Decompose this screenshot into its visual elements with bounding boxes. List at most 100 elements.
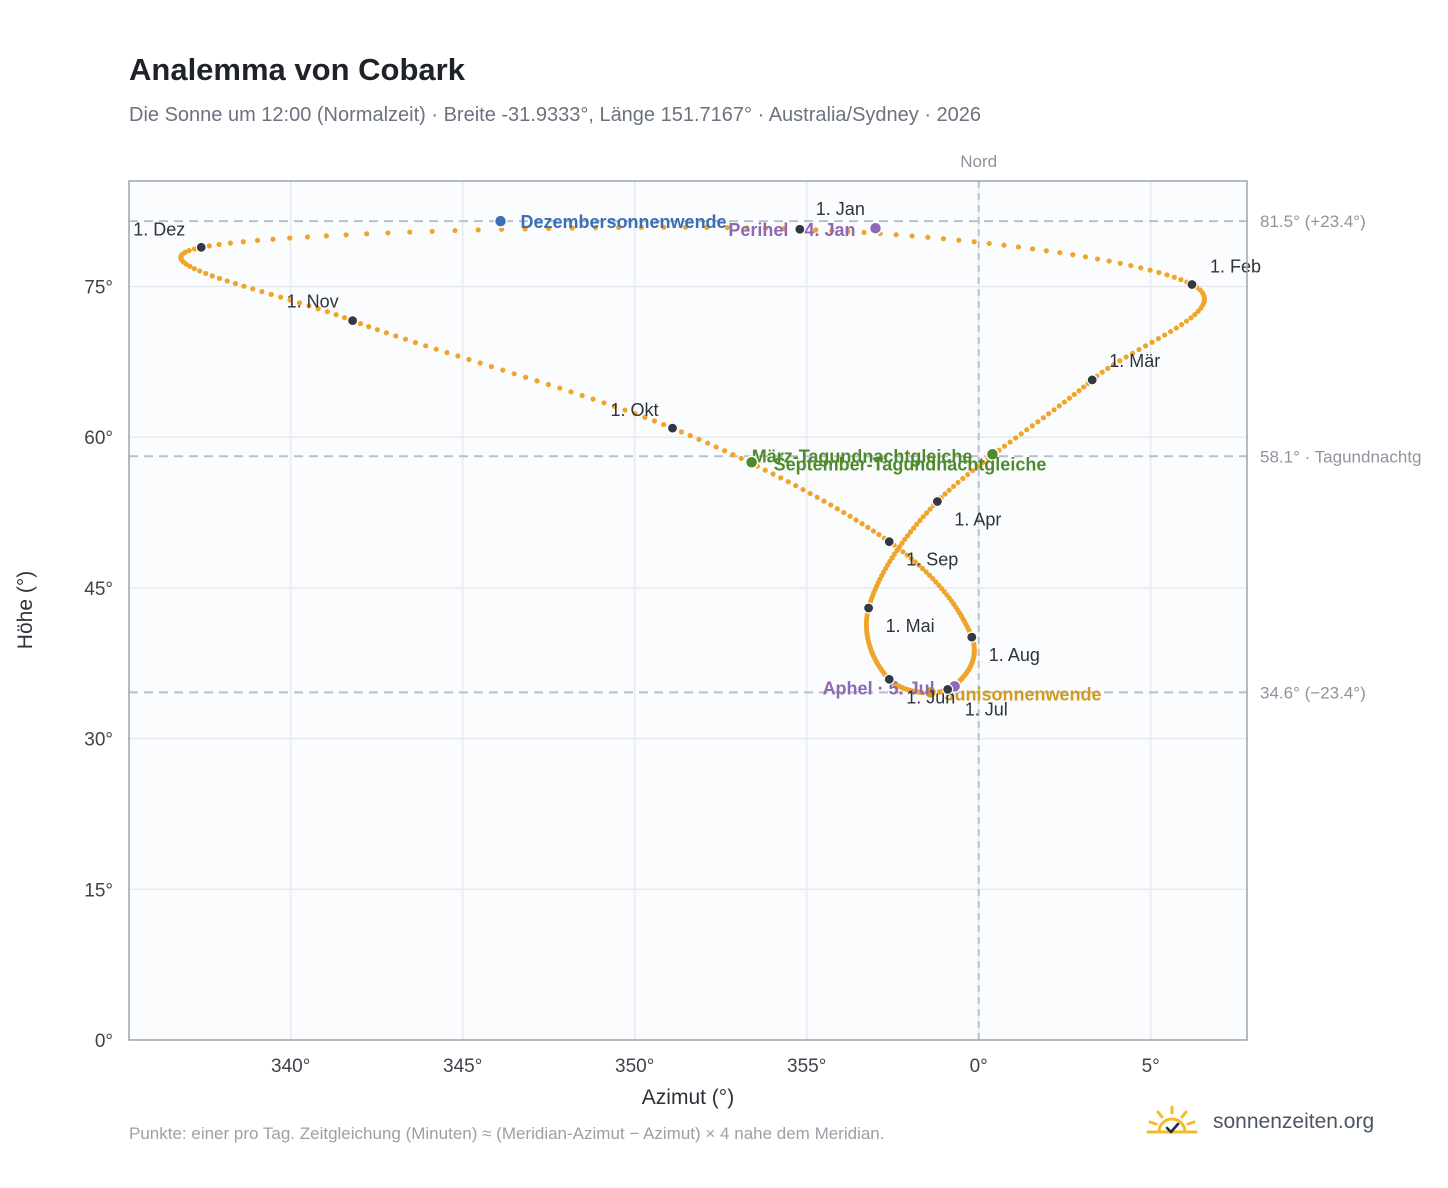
x-tick-label: 345°: [443, 1056, 482, 1077]
daily-point: [1105, 365, 1111, 371]
month-marker: [1086, 374, 1098, 386]
reference-line-label: 34.6° (−23.4°): [1260, 683, 1366, 702]
daily-point: [1071, 391, 1077, 398]
month-marker: [883, 673, 895, 685]
daily-point: [926, 572, 933, 578]
daily-point: [259, 289, 265, 295]
daily-point: [216, 241, 222, 248]
daily-point: [511, 371, 517, 377]
daily-point: [545, 381, 552, 388]
daily-point: [955, 479, 961, 486]
event-marker: [493, 214, 508, 228]
daily-point: [341, 315, 348, 321]
daily-point: [1128, 262, 1134, 269]
daily-point: [343, 232, 349, 238]
daily-point: [724, 224, 730, 231]
daily-point: [895, 545, 902, 552]
daily-point: [241, 283, 247, 289]
event-marker: [868, 221, 883, 235]
daily-point: [971, 239, 977, 245]
daily-point: [1007, 439, 1013, 445]
daily-point: [651, 418, 658, 424]
daily-point: [477, 360, 483, 366]
month-marker: [883, 536, 895, 548]
daily-point: [186, 247, 192, 254]
daily-point: [407, 229, 413, 235]
month-marker: [666, 422, 679, 434]
daily-point: [1156, 269, 1162, 276]
daily-point: [1018, 431, 1024, 437]
daily-point: [1162, 332, 1168, 338]
event-label: September-Tagundnachtgleiche: [774, 454, 1047, 474]
daily-point: [800, 486, 806, 493]
daily-point: [1167, 328, 1174, 335]
daily-point: [770, 471, 776, 477]
daily-point: [306, 303, 312, 309]
daily-point: [1123, 354, 1129, 360]
month-label: 1. Nov: [287, 292, 339, 312]
daily-point: [793, 483, 799, 489]
month-label: 1. Mär: [1109, 351, 1160, 371]
daily-point: [638, 224, 645, 230]
daily-point: [986, 240, 992, 247]
month-label: 1. Aug: [989, 645, 1040, 665]
daily-point: [444, 349, 450, 356]
daily-point: [1173, 325, 1179, 331]
daily-point: [933, 579, 939, 585]
daily-point: [914, 521, 920, 527]
event-label: Junisonnenwende: [945, 684, 1102, 704]
daily-point: [546, 225, 552, 231]
daily-point: [912, 559, 918, 565]
month-marker: [966, 631, 978, 643]
daily-point: [942, 491, 948, 497]
month-label: 1. Apr: [954, 509, 1001, 529]
daily-point: [1029, 423, 1035, 429]
daily-point: [1142, 343, 1149, 349]
daily-point: [374, 327, 380, 333]
reference-line-label: 58.1° · Tagundnachtg: [1260, 447, 1422, 466]
daily-point: [687, 432, 693, 439]
daily-point: [1188, 315, 1194, 321]
y-axis-label: Höhe (°): [14, 571, 37, 649]
daily-point: [909, 233, 915, 239]
daily-point: [232, 280, 238, 287]
daily-point: [813, 227, 819, 233]
daily-point: [1051, 407, 1057, 413]
daily-point: [1129, 350, 1136, 356]
daily-point: [191, 266, 198, 272]
daily-point: [807, 490, 813, 497]
daily-point: [1040, 415, 1046, 421]
daily-point: [1149, 339, 1155, 345]
brand-name[interactable]: sonnenzeiten.org: [1213, 1110, 1375, 1133]
y-tick-label: 75°: [84, 277, 113, 298]
daily-point: [579, 392, 585, 399]
daily-point: [1171, 274, 1177, 280]
sun-check-icon: [1146, 1105, 1198, 1134]
daily-point: [876, 532, 882, 538]
meridian-label: Nord: [960, 152, 997, 171]
event-label: Aphel · 5. Jul: [823, 678, 935, 698]
daily-point: [383, 330, 389, 336]
brand[interactable]: sonnenzeiten.org: [1145, 1102, 1374, 1142]
daily-point: [227, 240, 234, 246]
x-tick-label: 340°: [271, 1056, 310, 1077]
daily-point: [865, 524, 871, 531]
daily-point: [423, 343, 429, 349]
daily-point: [950, 483, 957, 489]
daily-point: [785, 479, 791, 485]
daily-point: [1117, 358, 1123, 364]
daily-point: [899, 540, 905, 546]
month-label: 1. Sep: [906, 550, 958, 570]
daily-point: [616, 224, 622, 231]
daily-point: [429, 228, 435, 234]
daily-point: [1178, 277, 1184, 283]
daily-point: [1035, 419, 1041, 425]
daily-point: [980, 459, 986, 466]
month-marker: [347, 315, 359, 327]
daily-point: [522, 226, 528, 232]
daily-point: [1195, 308, 1201, 314]
daily-point: [661, 421, 667, 428]
event-label: Dezembersonnenwende: [521, 212, 727, 232]
daily-point: [762, 225, 769, 231]
